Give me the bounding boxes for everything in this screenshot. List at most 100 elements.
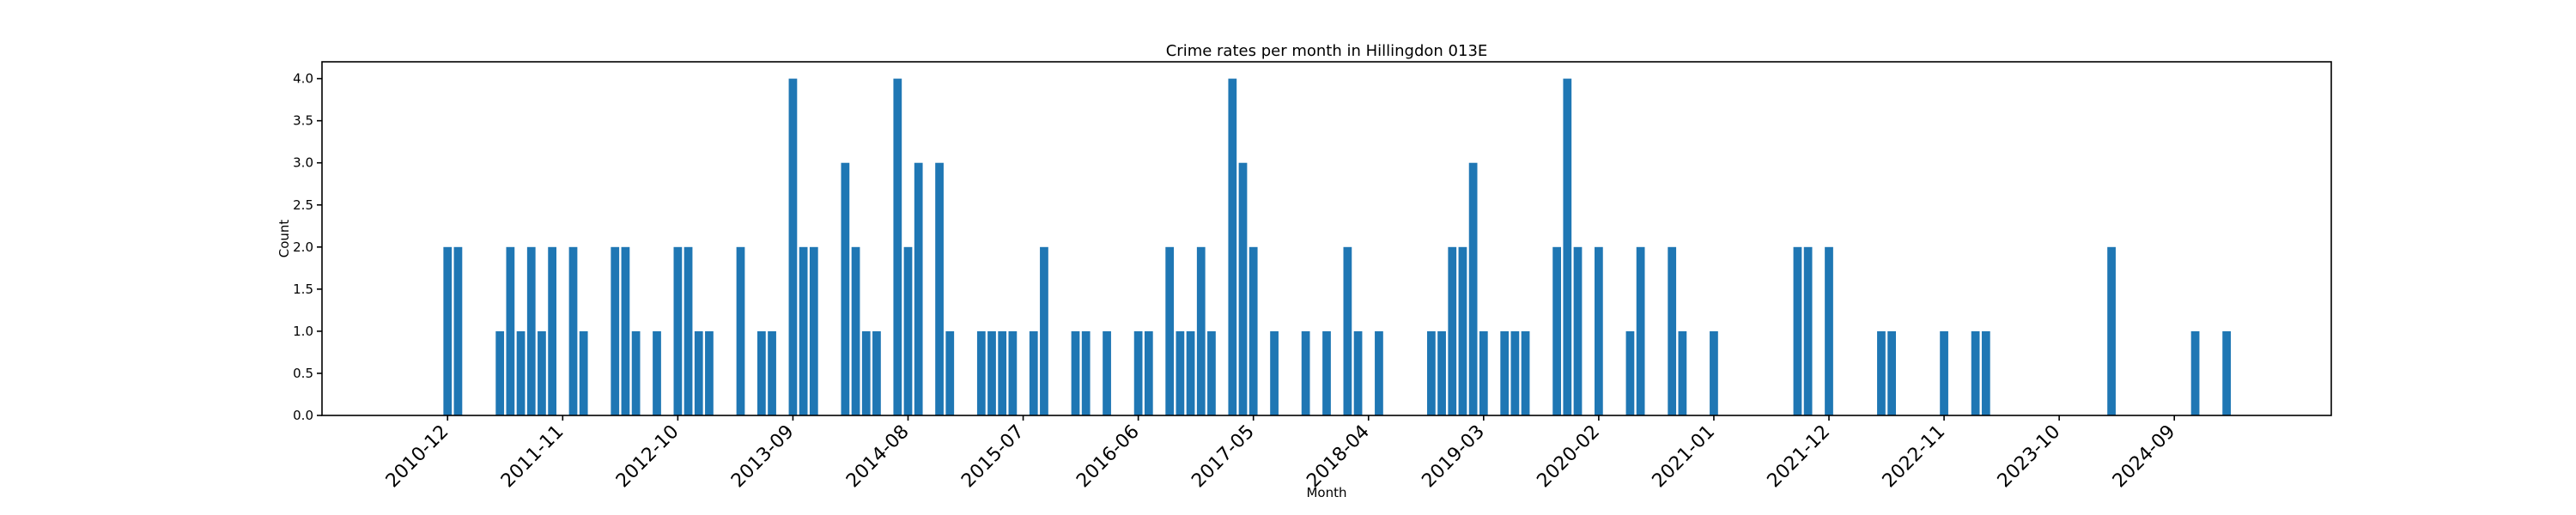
y-axis-title: Count	[276, 220, 292, 258]
bar-2015-03	[976, 330, 986, 415]
y-tick-label: 3.5	[293, 113, 313, 129]
bar-2024-11	[2190, 330, 2200, 415]
bar-2014-03	[851, 246, 860, 415]
bar-2018-10	[1427, 330, 1436, 415]
bar-2013-10	[799, 246, 808, 415]
y-tick-label: 0.5	[293, 366, 313, 381]
x-axis-title: Month	[1306, 485, 1346, 500]
bar-2023-03	[1981, 330, 1990, 415]
bar-2011-01	[453, 246, 463, 415]
bar-2019-10	[1552, 246, 1561, 415]
bar-2018-02	[1343, 246, 1352, 415]
bar-2016-10	[1176, 330, 1185, 415]
bar-2012-06	[631, 330, 641, 415]
bar-2017-04	[1238, 162, 1248, 415]
x-tick-label: 2016-06	[1072, 421, 1144, 493]
bar-2014-02	[841, 162, 850, 415]
bar-2022-05	[1877, 330, 1886, 415]
bar-2019-03	[1479, 330, 1488, 415]
bar-2012-08	[653, 330, 661, 415]
bar-2011-12	[568, 246, 578, 415]
x-tick-label: 2013-09	[727, 421, 799, 493]
bar-2011-10	[548, 246, 556, 415]
bar-2014-04	[861, 330, 871, 415]
bar-2016-01	[1081, 330, 1091, 415]
bar-2018-12	[1448, 246, 1457, 415]
x-tick-label: 2017-05	[1188, 421, 1259, 493]
bar-2020-06	[1636, 246, 1645, 415]
plot-frame	[321, 61, 2332, 416]
bar-2015-04	[987, 330, 996, 415]
bar-2016-11	[1186, 330, 1195, 415]
x-tick-label: 2024-09	[2109, 421, 2180, 493]
bar-2022-06	[1887, 330, 1896, 415]
bar-2021-01	[1710, 330, 1718, 415]
bar-2011-05	[495, 330, 505, 415]
x-tick-label: 2021-01	[1649, 421, 1720, 493]
bar-2017-03	[1228, 78, 1237, 416]
bar-2013-07	[768, 330, 776, 415]
bar-2015-08	[1029, 330, 1038, 415]
bar-2018-11	[1437, 330, 1446, 415]
bar-2021-09	[1793, 246, 1802, 415]
bar-2011-09	[538, 330, 546, 415]
bar-2013-09	[788, 78, 798, 416]
y-tick-label: 2.5	[293, 197, 313, 213]
y-tick-label: 1.5	[293, 282, 313, 297]
chart-title: Crime rates per month in Hillingdon 013E	[1166, 42, 1488, 60]
y-tick-label: 0.0	[293, 408, 313, 423]
bar-2023-02	[1971, 330, 1980, 415]
y-axis: 0.0 0.5 1.0 1.5 2.0 2.5 3.0 3.5 4.0	[293, 71, 322, 423]
bar-2011-08	[526, 246, 536, 415]
bar-2019-11	[1563, 78, 1572, 416]
bar-2012-10	[673, 246, 683, 415]
bar-2012-11	[683, 246, 693, 415]
bar-2019-07	[1521, 330, 1530, 415]
bar-2013-06	[757, 330, 766, 415]
y-tick-label: 1.0	[293, 324, 313, 339]
bar-2013-04	[736, 246, 745, 415]
bar-2025-02	[2222, 330, 2231, 415]
bar-2017-07	[1270, 330, 1279, 415]
bar-2013-11	[809, 246, 818, 415]
x-axis: 2010-12 2011-11 2012-10 2013-09 2014-08 2015-…	[382, 415, 2180, 493]
bar-2019-02	[1468, 162, 1478, 415]
bar-2017-05	[1249, 246, 1258, 415]
y-tick-label: 3.0	[293, 155, 313, 171]
bar-2014-05	[872, 330, 881, 415]
x-tick-label: 2012-10	[612, 421, 683, 493]
bar-2020-05	[1625, 330, 1635, 415]
bar-2016-09	[1165, 246, 1175, 415]
bar-2017-10	[1301, 330, 1310, 415]
x-tick-label: 2011-11	[497, 421, 568, 493]
bar-2019-05	[1500, 330, 1510, 415]
y-tick-label: 4.0	[293, 71, 313, 87]
bar-2016-12	[1196, 246, 1206, 415]
bar-2017-12	[1322, 330, 1331, 415]
x-tick-label: 2020-02	[1533, 421, 1604, 493]
bar-2017-01	[1207, 330, 1216, 415]
bar-2020-02	[1595, 246, 1603, 415]
bar-2014-07	[893, 78, 902, 416]
bar-2015-06	[1008, 330, 1018, 415]
bar-2021-12	[1825, 246, 1833, 415]
bar-2015-09	[1040, 246, 1048, 415]
bar-2012-01	[579, 330, 588, 415]
bar-2020-09	[1668, 246, 1677, 415]
bar-2018-03	[1353, 330, 1363, 415]
bar-2016-03	[1103, 330, 1111, 415]
bar-2014-11	[935, 162, 944, 415]
bar-2024-03	[2107, 246, 2116, 415]
bar-2014-12	[945, 330, 955, 415]
bar-2012-05	[621, 246, 630, 415]
bar-2012-12	[694, 330, 703, 415]
bar-2012-04	[611, 246, 620, 415]
x-tick-label: 2010-12	[382, 421, 453, 493]
x-tick-label: 2019-03	[1418, 421, 1489, 493]
bar-2019-06	[1510, 330, 1520, 415]
y-tick-label: 2.0	[293, 239, 313, 255]
x-tick-label: 2022-11	[1879, 421, 1950, 493]
x-tick-label: 2014-08	[842, 421, 914, 493]
bar-2016-06	[1133, 330, 1143, 415]
bar-2011-06	[506, 246, 515, 415]
